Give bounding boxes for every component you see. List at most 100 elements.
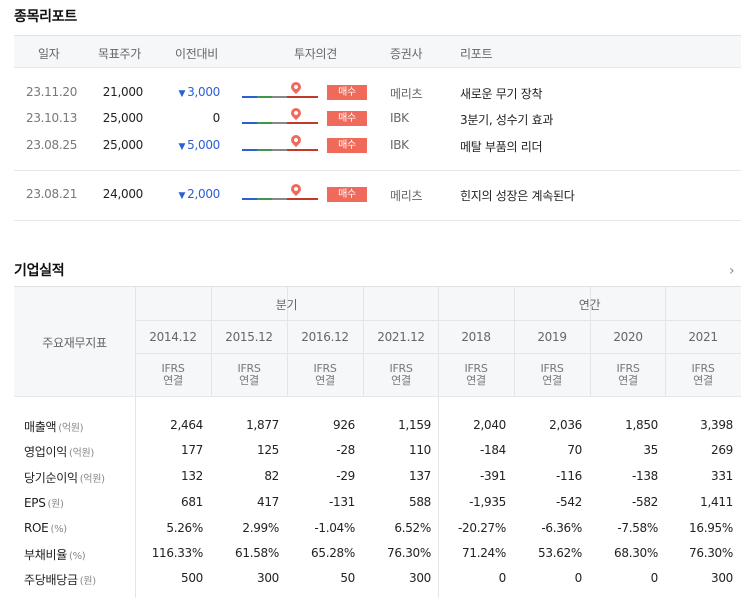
metric-value: 50: [340, 571, 355, 585]
metric-unit: (%): [50, 524, 67, 535]
financial-row: EPS (원) 681 417 -131 588 -1,935 -542 -582 1,411: [14, 490, 741, 515]
metric-unit: (억원): [79, 474, 105, 485]
basis-standard: IFRS: [237, 362, 261, 375]
column-divider: [665, 287, 666, 397]
metric-value: 110: [408, 443, 431, 457]
metric-value: 116.33%: [151, 546, 204, 560]
metric-value: 0: [498, 571, 507, 585]
metric-unit: (%): [68, 551, 86, 562]
metric-label: 부채비율 (%): [24, 546, 86, 563]
report-target-price: 21,000: [102, 85, 144, 99]
report-title-link[interactable]: 3분기, 성수기 효과: [460, 113, 554, 127]
report-firm: 메리츠: [390, 87, 423, 101]
metric-unit: (억원): [68, 448, 94, 459]
row-divider: [135, 320, 741, 321]
row-divider: [135, 353, 741, 354]
metric-name: EPS: [24, 496, 46, 510]
location-pin-icon: [288, 79, 304, 95]
financial-row: 부채비율 (%) 116.33% 61.58% 65.28% 76.30% 71.24% 53…: [14, 541, 741, 566]
financials-section-title: 기업실적: [14, 263, 65, 279]
metric-value: 132: [180, 469, 203, 483]
metric-value: -28: [336, 443, 355, 457]
report-row[interactable]: 23.08.21 24,000 ▼ 2,000 매수 메리츠 힌지의 성장은 계속된다: [14, 181, 741, 208]
annual-group-label: 연간: [578, 298, 601, 312]
metric-value: 1,411: [700, 495, 733, 509]
basis-scope: 연결: [163, 374, 183, 387]
accounting-basis: IFRS 연결: [438, 363, 514, 387]
row-header-label: 주요재무지표: [42, 336, 107, 350]
metric-value: 300: [408, 571, 431, 585]
metric-value: -582: [631, 495, 658, 509]
basis-standard: IFRS: [161, 362, 185, 375]
report-target-price: 25,000: [102, 111, 144, 125]
metric-value: 2,036: [549, 418, 582, 432]
metric-value: 35: [643, 443, 658, 457]
metric-value: 269: [710, 443, 733, 457]
metric-value: 61.58%: [235, 546, 279, 560]
chevron-right-icon[interactable]: ›: [729, 263, 735, 279]
metric-name: 당기순이익: [24, 471, 78, 485]
accounting-basis: IFRS 연결: [287, 363, 363, 387]
metric-value: 300: [256, 571, 279, 585]
metric-value: 1,877: [246, 418, 279, 432]
metric-value: 1,850: [625, 418, 658, 432]
metric-value: 76.30%: [689, 546, 733, 560]
metric-value: -1,935: [469, 495, 506, 509]
col-diff: 이전대비: [175, 47, 218, 61]
metric-value: -184: [479, 443, 506, 457]
report-title-link[interactable]: 새로운 무기 장착: [460, 87, 543, 101]
metric-value: 500: [180, 571, 203, 585]
accounting-basis: IFRS 연결: [514, 363, 590, 387]
report-bottom-border: [14, 220, 741, 221]
metric-value: 1,159: [398, 418, 431, 432]
col-report: 리포트: [460, 47, 493, 61]
report-row[interactable]: 23.11.20 21,000 ▼ 3,000 매수 메리츠 새로운 무기 장착: [14, 79, 741, 106]
col-firm: 증권사: [390, 47, 423, 61]
metric-value: 588: [408, 495, 431, 509]
basis-scope: 연결: [239, 374, 259, 387]
report-row[interactable]: 23.10.13 25,000 0 매수 IBK 3분기, 성수기 효과: [14, 105, 741, 132]
metric-value: -391: [479, 469, 506, 483]
metric-label: 주당배당금 (원): [24, 571, 96, 588]
metric-value: 137: [408, 469, 431, 483]
metric-value: 0: [650, 571, 659, 585]
report-firm: IBK: [390, 138, 409, 152]
financial-row: ROE (%) 5.26% 2.99% -1.04% 6.52% -20.27% -6.36%…: [14, 516, 741, 541]
down-triangle-icon: ▼: [178, 89, 186, 99]
metric-value: 2,464: [170, 418, 203, 432]
metric-value: -7.58%: [617, 521, 658, 535]
financial-row: 영업이익 (억원) 177 125 -28 110 -184 70 35 269: [14, 438, 741, 463]
report-price-change-value: 3,000: [187, 85, 220, 99]
metric-label: 매출액 (억원): [24, 418, 84, 435]
metric-value: -138: [631, 469, 658, 483]
metric-label: ROE (%): [24, 521, 67, 535]
column-divider: [287, 287, 288, 397]
metric-value: 300: [710, 571, 733, 585]
col-opinion: 투자의견: [294, 47, 337, 61]
location-pin-icon: [288, 132, 304, 148]
basis-scope: 연결: [693, 374, 713, 387]
report-title-link[interactable]: 메탈 부품의 리더: [460, 140, 543, 154]
metric-value: 53.62%: [538, 546, 582, 560]
period-label: 2014.12: [149, 330, 197, 344]
metric-name: 부채비율: [24, 548, 67, 562]
period-label: 2020: [613, 330, 643, 344]
financial-row: 당기순이익 (억원) 132 82 -29 137 -391 -116 -138 331: [14, 464, 741, 489]
metric-value: 926: [332, 418, 355, 432]
metric-value: 2,040: [473, 418, 506, 432]
basis-standard: IFRS: [540, 362, 564, 375]
financial-row: 매출액 (억원) 2,464 1,877 926 1,159 2,040 2,036 1,850…: [14, 413, 741, 438]
basis-scope: 연결: [466, 374, 486, 387]
basis-standard: IFRS: [616, 362, 640, 375]
report-divider: [14, 170, 741, 171]
report-row[interactable]: 23.08.25 25,000 ▼ 5,000 매수 IBK 메탈 부품의 리더: [14, 132, 741, 159]
report-title-link[interactable]: 힌지의 성장은 계속된다: [460, 189, 575, 203]
basis-scope: 연결: [618, 374, 638, 387]
metric-value: -20.27%: [458, 521, 506, 535]
metric-value: 417: [256, 495, 279, 509]
location-pin-icon: [288, 105, 304, 121]
metric-value: -542: [555, 495, 582, 509]
opinion-badge: 매수: [327, 138, 367, 153]
metric-value: 3,398: [700, 418, 733, 432]
period-label: 2021.12: [377, 330, 425, 344]
